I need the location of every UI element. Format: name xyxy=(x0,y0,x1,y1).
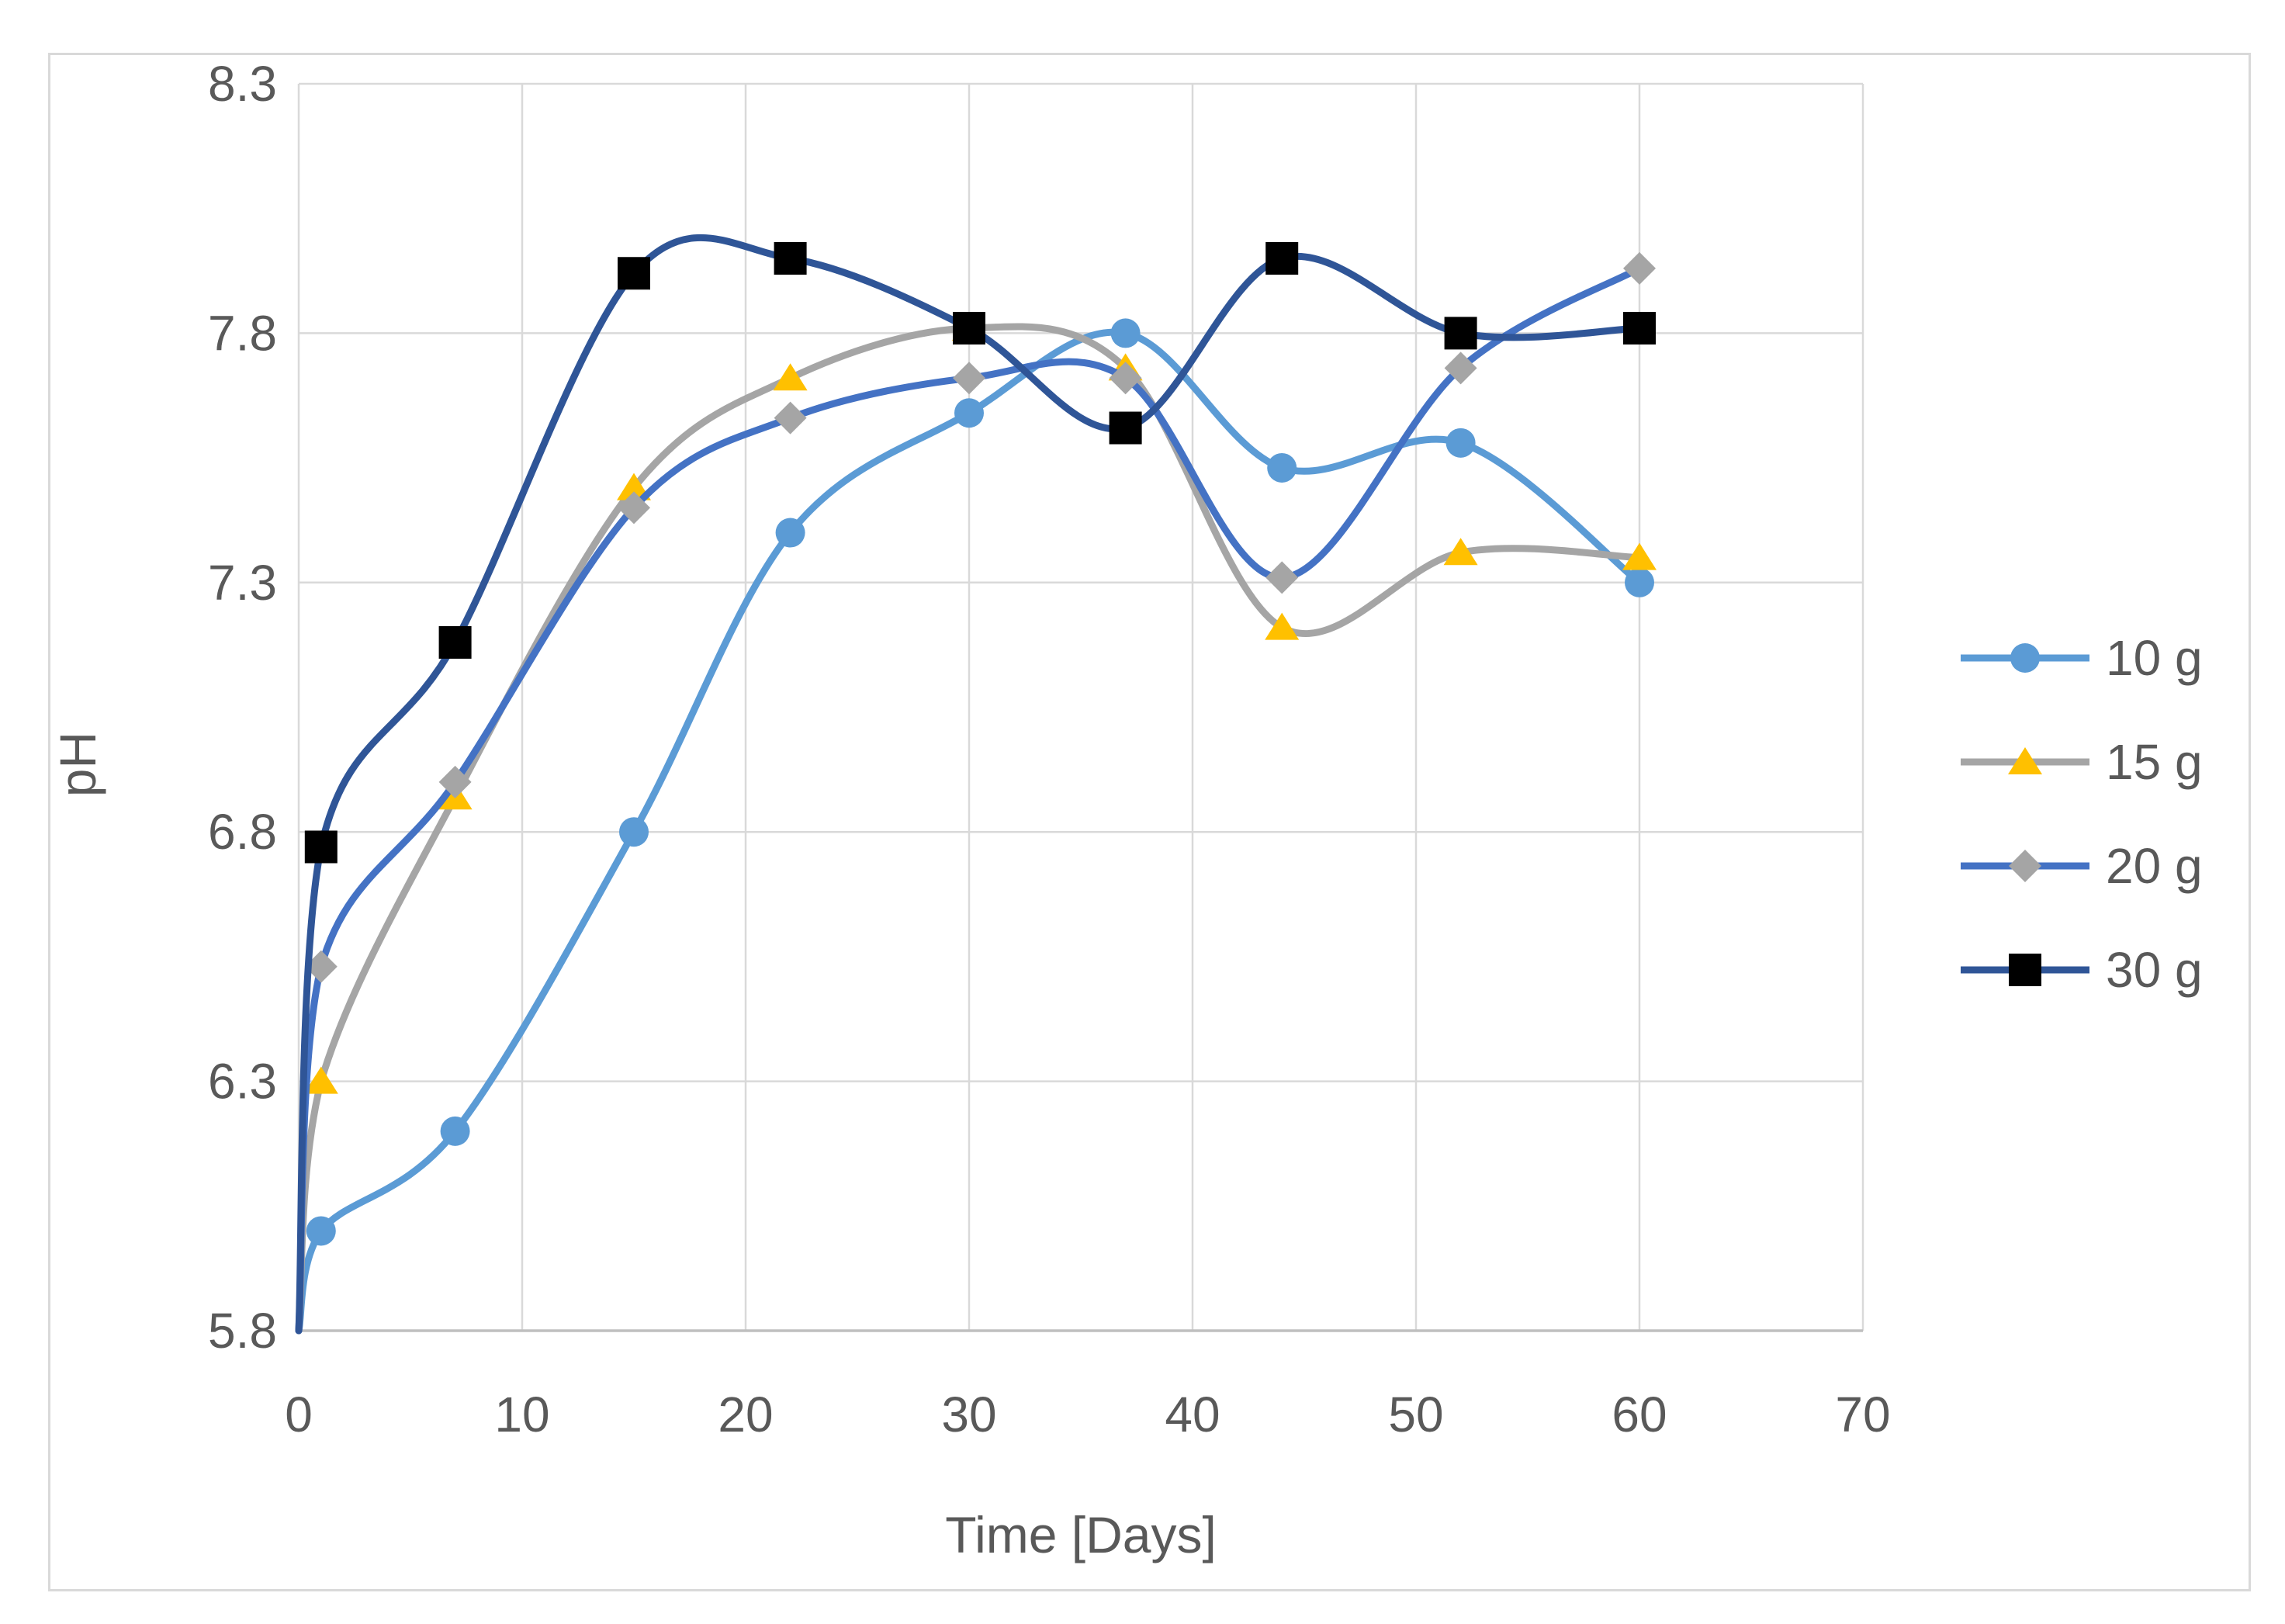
x-tick-label: 0 xyxy=(285,1387,313,1442)
marker-diamond-20-g xyxy=(618,491,650,525)
marker-diamond-20-g xyxy=(1444,351,1477,385)
marker-triangle-15-g xyxy=(303,1066,338,1094)
legend-label-10-g: 10 g xyxy=(2106,630,2203,686)
marker-square-30-g xyxy=(438,625,472,659)
marker-circle-10-g xyxy=(775,518,805,548)
x-axis-title: Time [Days] xyxy=(945,1506,1217,1563)
marker-square-30-g xyxy=(1444,317,1477,350)
x-tick-label: 50 xyxy=(1388,1387,1443,1442)
x-tick-label: 40 xyxy=(1165,1387,1220,1442)
marker-diamond-20-g xyxy=(1623,251,1656,285)
legend-entry-10-g: 10 g xyxy=(1961,630,2203,686)
legend-label-15-g: 15 g xyxy=(2106,734,2203,790)
marker-diamond-20-g xyxy=(304,950,338,983)
marker-circle-10-g xyxy=(306,1216,336,1246)
marker-diamond-20-g xyxy=(1109,362,1142,395)
x-tick-label: 10 xyxy=(494,1387,549,1442)
marker-triangle-15-g xyxy=(617,473,651,500)
marker-circle-legend-10-g xyxy=(2010,643,2040,673)
marker-square-30-g xyxy=(304,830,338,864)
marker-circle-10-g xyxy=(1625,567,1654,597)
marker-triangle-15-g xyxy=(1443,538,1478,566)
marker-diamond-20-g xyxy=(774,401,807,435)
x-tick-label: 20 xyxy=(718,1387,773,1442)
marker-triangle-15-g xyxy=(1265,612,1300,640)
marker-circle-10-g xyxy=(1445,428,1476,458)
y-axis-title: pH xyxy=(49,731,106,798)
marker-square-30-g xyxy=(1265,241,1299,275)
marker-triangle-15-g xyxy=(773,363,808,391)
legend-entry-20-g: 20 g xyxy=(1961,838,2203,894)
legend-entry-30-g: 30 g xyxy=(1961,942,2203,998)
x-tick-label: 70 xyxy=(1835,1387,1890,1442)
legend-entry-15-g: 15 g xyxy=(1961,734,2203,790)
marker-square-30-g xyxy=(774,241,807,275)
marker-square-legend-30-g xyxy=(2009,954,2041,986)
marker-diamond-legend-20-g xyxy=(2009,850,2041,882)
y-tick-label: 7.8 xyxy=(208,305,277,361)
marker-diamond-20-g xyxy=(1265,561,1299,594)
series-line-15-g xyxy=(295,323,1643,1335)
marker-square-30-g xyxy=(1623,311,1656,345)
y-tick-label: 8.3 xyxy=(208,56,277,112)
legend-label-20-g: 20 g xyxy=(2106,838,2203,894)
y-tick-label: 6.3 xyxy=(208,1054,277,1110)
y-tick-label: 7.3 xyxy=(208,555,277,611)
chart-outer-frame xyxy=(48,53,2251,1591)
marker-triangle-legend-15-g xyxy=(2008,747,2042,774)
marker-circle-10-g xyxy=(619,817,649,847)
legend-label-30-g: 30 g xyxy=(2106,942,2203,998)
series-line-20-g xyxy=(295,265,1643,1335)
y-tick-label: 6.8 xyxy=(208,804,277,860)
x-tick-label: 60 xyxy=(1612,1387,1667,1442)
x-tick-label: 30 xyxy=(941,1387,996,1442)
marker-circle-10-g xyxy=(1110,318,1141,348)
y-tick-label: 5.8 xyxy=(208,1303,277,1359)
marker-diamond-20-g xyxy=(953,362,985,395)
marker-triangle-15-g xyxy=(1622,542,1657,570)
marker-square-30-g xyxy=(1109,411,1142,445)
marker-circle-10-g xyxy=(954,398,984,428)
marker-circle-10-g xyxy=(1267,452,1297,483)
series-line-10-g xyxy=(295,328,1643,1335)
marker-diamond-20-g xyxy=(438,765,472,798)
marker-square-30-g xyxy=(953,311,985,345)
marker-square-30-g xyxy=(618,257,650,290)
marker-circle-10-g xyxy=(440,1116,470,1146)
